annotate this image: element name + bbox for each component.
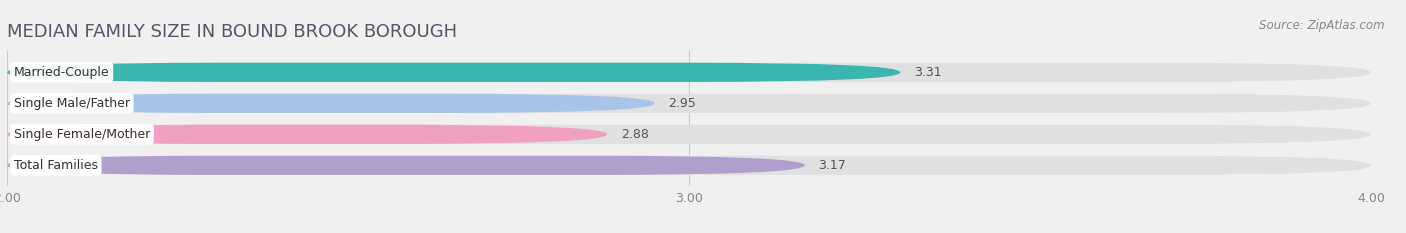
FancyBboxPatch shape (7, 125, 1371, 144)
Text: Source: ZipAtlas.com: Source: ZipAtlas.com (1260, 19, 1385, 32)
Text: 2.95: 2.95 (668, 97, 696, 110)
FancyBboxPatch shape (7, 94, 655, 113)
FancyBboxPatch shape (7, 63, 1371, 82)
Text: MEDIAN FAMILY SIZE IN BOUND BROOK BOROUGH: MEDIAN FAMILY SIZE IN BOUND BROOK BOROUG… (7, 23, 457, 41)
FancyBboxPatch shape (7, 156, 1371, 175)
FancyBboxPatch shape (7, 94, 1371, 113)
Text: Total Families: Total Families (14, 159, 98, 172)
FancyBboxPatch shape (7, 63, 900, 82)
Text: 3.31: 3.31 (914, 66, 942, 79)
Text: 2.88: 2.88 (620, 128, 648, 141)
Text: Single Male/Father: Single Male/Father (14, 97, 129, 110)
Text: 3.17: 3.17 (818, 159, 846, 172)
Text: Single Female/Mother: Single Female/Mother (14, 128, 150, 141)
Text: Married-Couple: Married-Couple (14, 66, 110, 79)
FancyBboxPatch shape (7, 156, 804, 175)
FancyBboxPatch shape (7, 125, 607, 144)
